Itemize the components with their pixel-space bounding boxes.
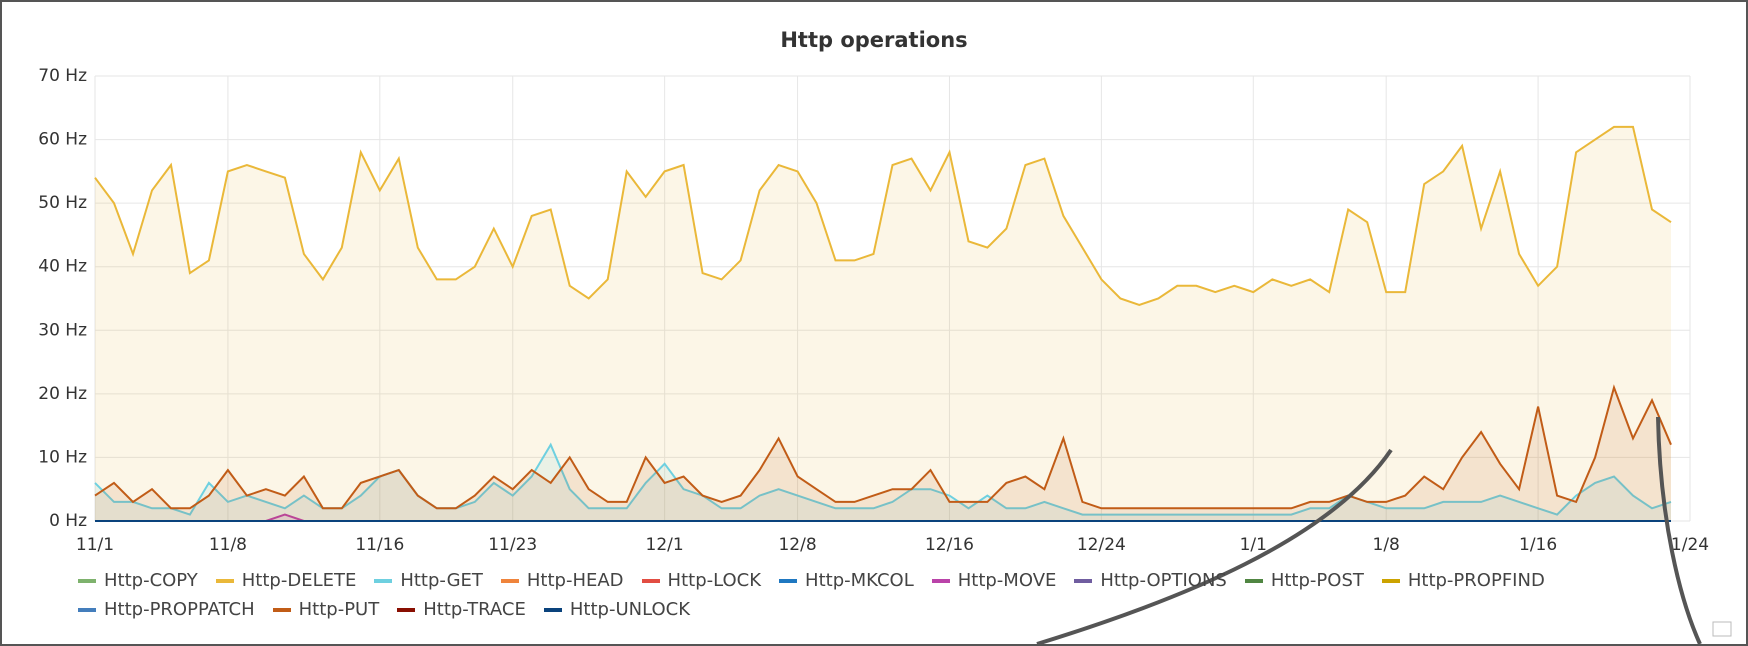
legend-swatch — [500, 578, 519, 583]
annotation-stroke — [1036, 448, 1393, 646]
y-tick-label: 40 Hz — [38, 257, 87, 277]
legend-item[interactable]: Http-MKCOL — [779, 570, 914, 591]
legend-item[interactable]: Http-HEAD — [500, 570, 624, 591]
series-line — [94, 442, 1672, 516]
legend-label: Http-DELETE — [241, 570, 357, 591]
legend-label: Http-UNLOCK — [569, 599, 691, 620]
legend-swatch — [374, 578, 393, 583]
legend-swatch — [78, 607, 96, 612]
resize-handle[interactable] — [1712, 621, 1732, 637]
x-tick-label: 11/8 — [209, 535, 247, 555]
legend-label: Http-OPTIONS — [1100, 570, 1227, 591]
x-tick-label: 11/1 — [76, 535, 114, 555]
legend-item[interactable]: Http-PROPPATCH — [78, 599, 255, 620]
legend-label: Http-PROPPATCH — [104, 599, 255, 620]
x-tick-label: 1/16 — [1519, 535, 1557, 555]
legend-item[interactable]: Http-DELETE — [215, 570, 357, 591]
legend-item[interactable]: Http-TRACE — [397, 599, 526, 620]
legend-label: Http-LOCK — [667, 570, 762, 591]
y-tick-label: 70 Hz — [38, 66, 87, 86]
y-tick-label: 50 Hz — [38, 193, 87, 213]
legend-swatch — [641, 578, 660, 583]
y-tick-label: 60 Hz — [38, 130, 87, 150]
legend-label: Http-PUT — [298, 599, 380, 620]
series-area — [95, 126, 1671, 522]
y-tick-label: 30 Hz — [38, 320, 87, 340]
legend-swatch — [931, 578, 950, 583]
x-tick-label: 12/24 — [1077, 535, 1126, 555]
series-line — [94, 125, 1672, 306]
series-line — [94, 384, 1672, 510]
series-area — [95, 387, 1671, 521]
y-tick-label: 0 Hz — [49, 511, 87, 531]
legend-item[interactable]: Http-POST — [1244, 570, 1364, 591]
y-tick-label: 20 Hz — [38, 384, 87, 404]
legend-label: Http-GET — [400, 570, 483, 591]
x-tick-label: 12/8 — [778, 535, 816, 555]
legend-label: Http-PROPFIND — [1407, 570, 1545, 591]
x-tick-label: 12/1 — [646, 535, 684, 555]
x-tick-label: 1/8 — [1373, 535, 1400, 555]
series-area — [95, 444, 1671, 521]
legend-label: Http-HEAD — [526, 570, 624, 591]
legend-swatch — [1381, 578, 1400, 583]
legend-label: Http-MOVE — [957, 570, 1057, 591]
annotation-stroke — [1656, 416, 1702, 645]
x-tick-label: 1/1 — [1240, 535, 1267, 555]
legend-label: Http-MKCOL — [805, 570, 914, 591]
legend-label: Http-TRACE — [423, 599, 526, 620]
legend-swatch — [215, 578, 234, 583]
legend: Http-COPY Http-DELETE Http-GET Http-HEAD Htt… — [78, 570, 1718, 620]
legend-swatch — [543, 607, 562, 612]
legend-label: Http-POST — [1270, 570, 1364, 591]
legend-label: Http-COPY — [104, 570, 198, 591]
legend-item[interactable]: Http-COPY — [78, 570, 198, 591]
legend-swatch — [272, 607, 291, 612]
x-tick-label: 12/16 — [925, 535, 974, 555]
x-tick-label: 1/24 — [1671, 535, 1709, 555]
legend-swatch — [78, 578, 96, 583]
chart-title: Http operations — [780, 28, 967, 52]
legend-swatch — [779, 578, 798, 583]
legend-swatch — [1074, 578, 1093, 583]
legend-item[interactable]: Http-PROPFIND — [1381, 570, 1545, 591]
legend-swatch — [1244, 578, 1263, 583]
legend-item[interactable]: Http-PUT — [272, 599, 380, 620]
legend-item[interactable]: Http-LOCK — [641, 570, 762, 591]
legend-item[interactable]: Http-OPTIONS — [1074, 570, 1227, 591]
legend-swatch — [397, 607, 416, 612]
x-tick-label: 11/16 — [355, 535, 404, 555]
x-tick-label: 11/23 — [488, 535, 537, 555]
legend-item[interactable]: Http-MOVE — [931, 570, 1057, 591]
legend-item[interactable]: Http-GET — [374, 570, 483, 591]
y-tick-label: 10 Hz — [38, 447, 87, 467]
legend-item[interactable]: Http-UNLOCK — [543, 599, 691, 620]
